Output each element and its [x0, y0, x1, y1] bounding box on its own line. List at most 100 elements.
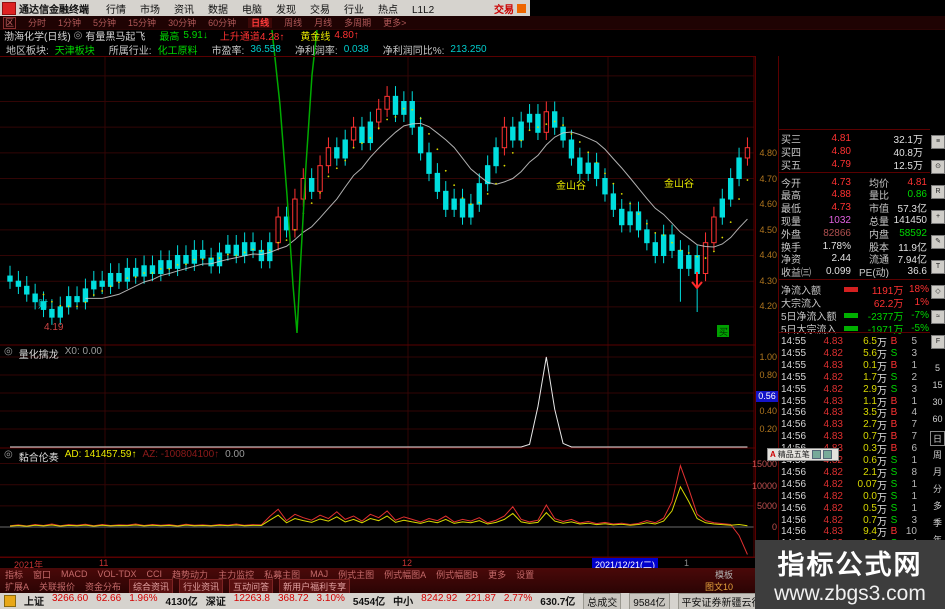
graphic-l2-button[interactable]: 图文10	[704, 581, 733, 592]
mid-indicator-header[interactable]: ◎ 量化擒龙 X0: 0.00	[4, 346, 102, 361]
status-seg[interactable]: 1.96%	[129, 592, 158, 604]
target-icon[interactable]: ⊙	[931, 160, 945, 174]
status-seg[interactable]: 2.77%	[503, 592, 533, 604]
indicator-tab-例式主图[interactable]: 例式主图	[338, 569, 375, 580]
bottom-tab-关联报价[interactable]: 关联报价	[39, 581, 76, 592]
chart-canvas[interactable]: 金山谷 金山谷 4.19 财买	[0, 0, 755, 557]
menu-item-发现[interactable]: 发现	[276, 4, 296, 16]
menu-item-数据[interactable]: 数据	[208, 4, 228, 16]
collapse-icon[interactable]: ◎	[4, 346, 13, 357]
menu-item-电脑[interactable]: 电脑	[242, 4, 262, 16]
timeframe-月线[interactable]: 月线	[314, 18, 333, 28]
menu-item-市场[interactable]: 市场	[140, 4, 160, 16]
bottom-chip-互动问答[interactable]: 互动问答	[229, 578, 274, 594]
indicator-tab-VOL-TDX[interactable]: VOL-TDX	[97, 569, 137, 579]
status-seg[interactable]: 9584亿	[629, 592, 670, 609]
period-quick-周[interactable]: 周	[932, 450, 942, 460]
indicator-tab-MACD[interactable]: MACD	[61, 569, 88, 579]
menu-item-资讯[interactable]: 资讯	[174, 4, 194, 16]
period-quick-30[interactable]: 30	[932, 397, 943, 407]
text-tool-icon[interactable]: T	[931, 260, 945, 274]
status-seg[interactable]: 368.72	[277, 592, 309, 604]
period-quick-月[interactable]: 月	[932, 467, 942, 477]
indicator-tab-例式幅图A[interactable]: 例式幅图A	[384, 569, 427, 580]
period-quick-日[interactable]: 日	[930, 431, 945, 446]
status-grid-icon[interactable]	[4, 595, 16, 607]
floating-ime-bar[interactable]: A 精品五笔	[767, 448, 839, 461]
status-seg[interactable]: 4130亿	[165, 596, 198, 608]
bottom-chip-综合资讯[interactable]: 综合资讯	[129, 578, 174, 594]
timeframe-15分钟[interactable]: 15分钟	[128, 18, 157, 28]
axis-label: 0	[771, 522, 777, 532]
menu-item-热点[interactable]: 热点	[378, 4, 398, 16]
menu-item-L1L2[interactable]: L1L2	[412, 4, 435, 16]
quote-row: 今开 4.73 均价 4.81	[781, 176, 929, 190]
status-seg[interactable]: 中小	[393, 596, 414, 608]
status-seg[interactable]: 5454亿	[352, 596, 386, 608]
menu-item-交易[interactable]: 交易	[310, 4, 330, 16]
rsi-icon[interactable]: R	[931, 185, 945, 199]
timeframe-更多>[interactable]: 更多>	[383, 18, 407, 28]
status-seg[interactable]: 62.66	[96, 592, 122, 604]
axis-label: 10000	[751, 481, 777, 491]
status-seg[interactable]: 8242.92	[421, 592, 458, 604]
indicator-tab-CCI[interactable]: CCI	[146, 569, 163, 579]
ime-mode[interactable]: A	[770, 450, 776, 459]
indicator-tab-趋势动力[interactable]: 趋势动力	[172, 569, 209, 580]
period-quick-60[interactable]: 60	[932, 414, 943, 424]
selected-date-label[interactable]: 2021/12/21(二)	[592, 558, 659, 571]
flag-icon[interactable]: F	[931, 335, 945, 349]
timeframe-日线[interactable]: 日线	[248, 18, 273, 28]
indicator-tab-例式幅图B[interactable]: 例式幅图B	[436, 569, 479, 580]
trade-link[interactable]: 交易	[494, 1, 526, 16]
status-seg[interactable]: 总成交	[583, 592, 622, 609]
status-seg[interactable]: 3.10%	[316, 592, 345, 604]
template-button[interactable]: 模板	[714, 569, 733, 580]
status-seg[interactable]: 221.87	[465, 592, 496, 604]
period-quick-季[interactable]: 季	[932, 518, 942, 528]
status-seg[interactable]: 深证	[205, 596, 226, 608]
indicator-tab-更多[interactable]: 更多	[488, 569, 507, 580]
bottom-indicator-header[interactable]: ◎ 黏合伦奏 AD: 141457.59↑ AZ: -100804100↑ 0.…	[4, 449, 245, 464]
status-seg[interactable]: 上证	[24, 596, 44, 608]
timeframe-5分钟[interactable]: 5分钟	[93, 18, 117, 28]
indicator-tab-主力监控[interactable]: 主力监控	[218, 569, 255, 580]
menu-item-行业[interactable]: 行业	[344, 4, 364, 16]
period-quick-分[interactable]: 分	[932, 484, 942, 494]
timeframe-周线[interactable]: 周线	[284, 18, 303, 28]
status-seg[interactable]: 12263.8	[233, 592, 270, 604]
quote-tick-flag: S	[890, 490, 898, 502]
ime-tool-icon[interactable]	[811, 450, 821, 459]
timeframe-分时[interactable]: 分时	[28, 18, 47, 28]
indicator-tab-设置[interactable]: 设置	[516, 569, 535, 580]
status-seg[interactable]: 3266.60	[52, 592, 89, 604]
bottom-tab-扩展A[interactable]: 扩展A	[5, 581, 30, 592]
timeframe-60分钟[interactable]: 60分钟	[208, 18, 237, 28]
ime-tool-icon[interactable]	[822, 450, 832, 459]
timeframe-1分钟[interactable]: 1分钟	[58, 18, 82, 28]
period-quick-多[interactable]: 多	[932, 501, 942, 511]
quote-tick-time: 14:55	[781, 371, 807, 383]
menu-icon[interactable]: ≡	[931, 135, 945, 149]
timeframe-30分钟[interactable]: 30分钟	[168, 18, 197, 28]
diamond-icon[interactable]: ◇	[931, 285, 945, 299]
period-quick-15[interactable]: 15	[932, 380, 943, 390]
indicator-tab-私募主图[interactable]: 私募主图	[264, 569, 301, 580]
period-quick-5[interactable]: 5	[934, 363, 940, 373]
stock-title[interactable]: 渤海化学(日线)	[4, 32, 71, 43]
status-seg[interactable]: 630.7亿	[540, 596, 576, 608]
kline-mode-button[interactable]: 区	[3, 16, 16, 29]
bottom-chip-行业资讯[interactable]: 行业资讯	[179, 578, 224, 594]
wave-icon[interactable]: ≈	[931, 310, 945, 324]
timeframe-多周期[interactable]: 多周期	[344, 18, 372, 28]
quote-row: 14:56 4.83 0.7 万 B 7	[781, 431, 929, 444]
bottom-chip-新用户福利专享[interactable]: 新用户福利专享	[279, 578, 351, 594]
collapse-icon[interactable]: ◎	[4, 449, 13, 460]
indicator-tab-MAJ[interactable]: MAJ	[310, 569, 329, 579]
indicator-tab-指标[interactable]: 指标	[5, 569, 24, 580]
bottom-tab-资金分布[interactable]: 资金分布	[85, 581, 122, 592]
pencil-icon[interactable]: ✎	[931, 235, 945, 249]
menu-item-行情[interactable]: 行情	[106, 4, 126, 16]
indicator-tab-窗口[interactable]: 窗口	[33, 569, 52, 580]
plus-icon[interactable]: +	[931, 210, 945, 224]
